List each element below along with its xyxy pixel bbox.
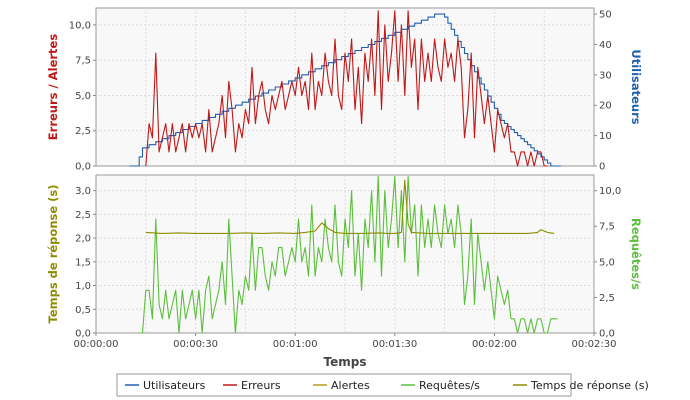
x-axis-tick-label: 00:02:00	[472, 339, 517, 350]
x-axis-tick-label: 00:00:30	[173, 339, 218, 350]
left-axis-tick-label: 2,5	[75, 126, 91, 137]
x-axis-title: Temps	[324, 355, 367, 369]
legend-item-label: Erreurs	[241, 379, 281, 392]
left-axis-tick-label: 0,5	[75, 305, 91, 316]
left-axis-tick-label: 1,0	[75, 281, 91, 292]
x-axis-tick-label: 00:01:30	[372, 339, 417, 350]
legend-item-label: Alertes	[331, 379, 370, 392]
legend-item-label: Utilisateurs	[143, 379, 206, 392]
series-line-requ-tes-s	[139, 175, 558, 334]
right-axis-tick-label: 40	[599, 40, 612, 51]
bottom-chart-panel: 0,0 0,5 1,0 1,5 2,0 2,5 3,0 0,0 2,5 5,0 7,5 10,0 Tem…	[46, 174, 643, 350]
legend-item-label: Requêtes/s	[419, 379, 480, 392]
right-axis-tick-label: 0,0	[599, 329, 615, 340]
left-axis-tick-label: 2,5	[75, 210, 91, 221]
series-line-erreurs	[145, 10, 548, 167]
right-axis-tick-label: 50	[599, 10, 612, 21]
left-axis-tick-label: 7,5	[75, 56, 91, 67]
right-axis-tick-label: 30	[599, 70, 612, 81]
series-line-temps-de-r-ponse-s	[145, 179, 555, 234]
right-axis-tick-label: 0	[599, 162, 605, 173]
left-axis-title: Erreurs / Alertes	[46, 34, 60, 141]
right-axis-tick-label: 2,5	[599, 293, 615, 304]
right-axis-tick-label: 5,0	[599, 257, 615, 268]
left-axis-title: Temps de réponse (s)	[46, 184, 60, 323]
legend: Utilisateurs Erreurs Alertes Requêtes/s Temp…	[116, 373, 649, 397]
x-axis-tick-label: 00:00:00	[74, 339, 119, 350]
left-axis-tick-label: 3,0	[75, 186, 91, 197]
right-axis-tick-label: 10,0	[599, 186, 621, 197]
legend-item-label: Temps de réponse (s)	[530, 379, 649, 392]
left-axis-tick-label: 10,0	[69, 20, 91, 31]
left-axis-tick-label: 0,0	[75, 162, 91, 173]
right-axis-title: Utilisateurs	[629, 49, 643, 124]
left-axis-tick-label: 1,5	[75, 257, 91, 268]
x-axis-tick-label: 00:02:30	[572, 339, 617, 350]
left-axis-tick-label: 0,0	[75, 329, 91, 340]
right-axis-tick-label: 10	[599, 131, 612, 142]
left-axis-tick-label: 2,0	[75, 234, 91, 245]
right-axis-tick-label: 7,5	[599, 222, 615, 233]
top-chart-panel: 0,0 2,5 5,0 7,5 10,0 0 10 20 30 40 50 Erreurs / Ale…	[46, 7, 643, 173]
right-axis-title: Requêtes/s	[629, 218, 643, 290]
legend-box	[116, 373, 572, 397]
x-axis-tick-label: 00:01:00	[273, 339, 318, 350]
right-axis-tick-label: 20	[599, 101, 612, 112]
left-axis-tick-label: 5,0	[75, 91, 91, 102]
